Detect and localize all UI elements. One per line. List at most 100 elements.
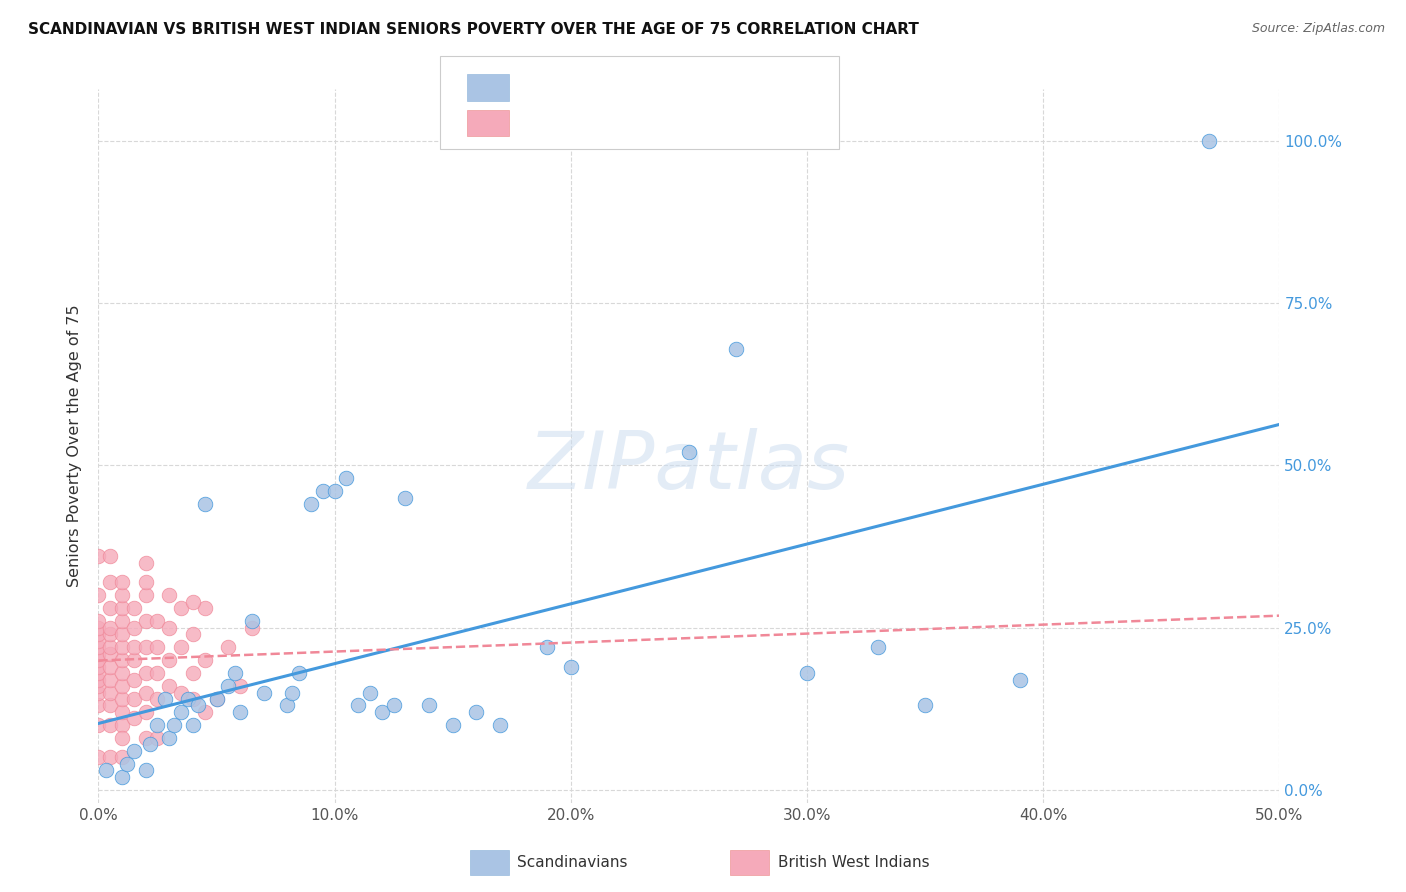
Point xyxy=(194,601,217,615)
Point xyxy=(98,750,121,764)
Point xyxy=(335,471,357,485)
Point xyxy=(229,705,252,719)
Point xyxy=(347,698,370,713)
Point xyxy=(299,497,322,511)
Point xyxy=(115,756,138,771)
Point xyxy=(170,601,193,615)
Point xyxy=(796,666,818,681)
Point xyxy=(418,698,440,713)
Point xyxy=(111,601,134,615)
Point xyxy=(122,692,145,706)
Point xyxy=(194,497,217,511)
Point xyxy=(111,770,134,784)
Point xyxy=(146,640,169,654)
Point xyxy=(170,705,193,719)
Point xyxy=(122,601,145,615)
Point xyxy=(146,614,169,628)
Point xyxy=(122,653,145,667)
Point xyxy=(194,653,217,667)
Point xyxy=(111,679,134,693)
Point xyxy=(217,640,239,654)
Point xyxy=(135,685,157,699)
Point xyxy=(135,705,157,719)
Point xyxy=(111,627,134,641)
Point xyxy=(866,640,889,654)
Point xyxy=(111,666,134,681)
Point xyxy=(111,653,134,667)
Point xyxy=(382,698,405,713)
Point xyxy=(98,627,121,641)
Point xyxy=(87,679,110,693)
Point xyxy=(135,666,157,681)
Point xyxy=(181,595,204,609)
Point xyxy=(157,731,180,745)
Point xyxy=(135,575,157,590)
Text: 42: 42 xyxy=(693,78,718,96)
Text: Scandinavians: Scandinavians xyxy=(517,855,628,870)
Point xyxy=(135,764,157,778)
Point xyxy=(87,588,110,602)
Point xyxy=(87,627,110,641)
Point xyxy=(122,744,145,758)
Point xyxy=(98,621,121,635)
Point xyxy=(1198,134,1220,148)
Point xyxy=(87,653,110,667)
Point xyxy=(288,666,311,681)
Point xyxy=(111,692,134,706)
Text: 0.671: 0.671 xyxy=(567,78,623,96)
Point xyxy=(163,718,186,732)
Point xyxy=(87,673,110,687)
Point xyxy=(87,698,110,713)
Point xyxy=(240,621,263,635)
Point xyxy=(229,679,252,693)
Point xyxy=(441,718,464,732)
Point xyxy=(111,588,134,602)
Point xyxy=(157,653,180,667)
Point xyxy=(98,673,121,687)
Point xyxy=(465,705,488,719)
Point xyxy=(87,666,110,681)
Point xyxy=(135,614,157,628)
Text: R =: R = xyxy=(524,78,564,96)
Text: SCANDINAVIAN VS BRITISH WEST INDIAN SENIORS POVERTY OVER THE AGE OF 75 CORRELATI: SCANDINAVIAN VS BRITISH WEST INDIAN SENI… xyxy=(28,22,920,37)
Point xyxy=(98,549,121,564)
Point xyxy=(98,601,121,615)
Point xyxy=(312,484,335,499)
Point xyxy=(181,718,204,732)
Point xyxy=(135,588,157,602)
Point xyxy=(170,685,193,699)
Point xyxy=(87,549,110,564)
Point xyxy=(98,718,121,732)
Point xyxy=(135,556,157,570)
Point xyxy=(678,445,700,459)
Point xyxy=(87,640,110,654)
Point xyxy=(87,685,110,699)
Point xyxy=(725,342,748,356)
Point xyxy=(224,666,246,681)
Point xyxy=(217,679,239,693)
Point xyxy=(205,692,228,706)
Point xyxy=(205,692,228,706)
Text: N =: N = xyxy=(637,78,689,96)
Point xyxy=(87,647,110,661)
Point xyxy=(111,731,134,745)
Point xyxy=(181,666,204,681)
Text: ZIPatlas: ZIPatlas xyxy=(527,428,851,507)
Point xyxy=(146,718,169,732)
Point xyxy=(122,673,145,687)
Text: 0.112: 0.112 xyxy=(567,114,623,132)
Point xyxy=(187,698,209,713)
Point xyxy=(135,640,157,654)
Text: N =: N = xyxy=(637,114,689,132)
Point xyxy=(157,588,180,602)
Point xyxy=(111,750,134,764)
Text: R =: R = xyxy=(524,114,564,132)
Text: 83: 83 xyxy=(693,114,718,132)
Point xyxy=(122,621,145,635)
Point xyxy=(135,731,157,745)
Point xyxy=(181,627,204,641)
Point xyxy=(111,705,134,719)
Point xyxy=(94,764,117,778)
Point xyxy=(146,692,169,706)
Point xyxy=(87,633,110,648)
